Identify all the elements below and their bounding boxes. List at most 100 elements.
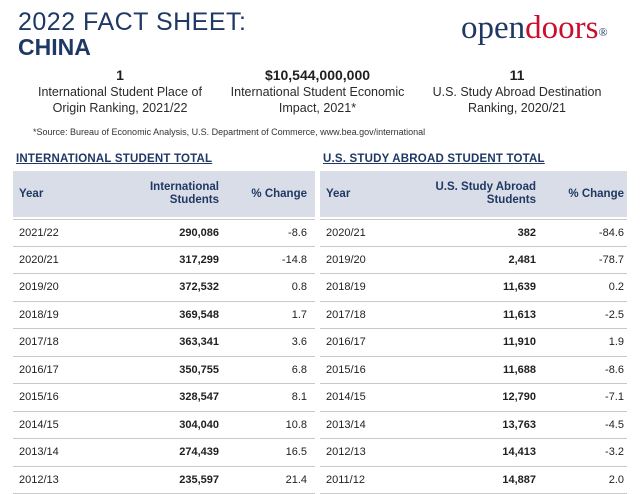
- header-change: % Change: [536, 188, 624, 200]
- cell-count: 11,688: [396, 364, 536, 376]
- stat-origin-ranking: 1 International Student Place of Origin …: [20, 67, 220, 116]
- cell-count: 372,532: [109, 281, 219, 293]
- cell-change: 2.0: [536, 474, 624, 486]
- cell-year: 2012/13: [320, 446, 396, 458]
- cell-count: 14,413: [396, 446, 536, 458]
- cell-change: -8.6: [219, 227, 307, 239]
- cell-change: -8.6: [536, 364, 624, 376]
- cell-year: 2013/14: [13, 446, 109, 458]
- cell-change: -7.1: [536, 391, 624, 403]
- cell-count: 317,299: [109, 254, 219, 266]
- section-title: INTERNATIONAL STUDENT TOTAL: [13, 153, 315, 171]
- cell-count: 11,639: [396, 281, 536, 293]
- header-year: Year: [13, 188, 109, 200]
- cell-count: 304,040: [109, 419, 219, 431]
- cell-change: -78.7: [536, 254, 624, 266]
- cell-change: -2.5: [536, 309, 624, 321]
- stat-value: $10,544,000,000: [215, 67, 420, 83]
- registered-mark: ®: [599, 25, 608, 39]
- cell-count: 14,887: [396, 474, 536, 486]
- header-year: Year: [320, 188, 396, 200]
- cell-count: 11,910: [396, 336, 536, 348]
- cell-change: 6.8: [219, 364, 307, 376]
- study-abroad-table: U.S. STUDY ABROAD STUDENT TOTAL Year U.S…: [320, 153, 627, 494]
- cell-change: 0.8: [219, 281, 307, 293]
- cell-change: 1.7: [219, 309, 307, 321]
- stat-destination-ranking: 11 U.S. Study Abroad Destination Ranking…: [422, 67, 612, 116]
- stat-value: 11: [422, 67, 612, 83]
- cell-count: 13,763: [396, 419, 536, 431]
- cell-change: 1.9: [536, 336, 624, 348]
- cell-change: 0.2: [536, 281, 624, 293]
- header-change: % Change: [219, 188, 307, 200]
- stat-economic-impact: $10,544,000,000 International Student Ec…: [215, 67, 420, 116]
- cell-change: 10.8: [219, 419, 307, 431]
- logo-text-open: open: [461, 10, 525, 46]
- cell-year: 2020/21: [13, 254, 109, 266]
- header-count: U.S. Study Abroad Students: [396, 181, 536, 207]
- header-count: International Students: [109, 181, 219, 207]
- cell-year: 2019/20: [13, 281, 109, 293]
- cell-year: 2012/13: [13, 474, 109, 486]
- cell-year: 2018/19: [13, 309, 109, 321]
- cell-change: 8.1: [219, 391, 307, 403]
- cell-count: 2,481: [396, 254, 536, 266]
- cell-change: 21.4: [219, 474, 307, 486]
- stat-label: International Student Economic Impact, 2…: [215, 84, 420, 116]
- cell-year: 2020/21: [320, 227, 396, 239]
- cell-year: 2016/17: [13, 364, 109, 376]
- cell-count: 363,341: [109, 336, 219, 348]
- source-footnote: *Source: Bureau of Economic Analysis, U.…: [33, 127, 425, 137]
- cell-year: 2011/12: [320, 474, 396, 486]
- page-title: 2022 FACT SHEET:: [18, 8, 246, 37]
- cell-count: 274,439: [109, 446, 219, 458]
- cell-year: 2014/15: [320, 391, 396, 403]
- cell-change: -3.2: [536, 446, 624, 458]
- cell-count: 350,755: [109, 364, 219, 376]
- section-title: U.S. STUDY ABROAD STUDENT TOTAL: [320, 153, 627, 171]
- cell-year: 2016/17: [320, 336, 396, 348]
- cell-count: 235,597: [109, 474, 219, 486]
- cell-year: 2017/18: [13, 336, 109, 348]
- table-header: Year International Students % Change: [13, 171, 315, 217]
- logo-text-doors: doors: [525, 10, 598, 46]
- cell-change: 3.6: [219, 336, 307, 348]
- opendoors-logo: opendoors®: [461, 8, 608, 48]
- cell-year: 2018/19: [320, 281, 396, 293]
- cell-count: 290,086: [109, 227, 219, 239]
- cell-count: 369,548: [109, 309, 219, 321]
- cell-change: 16.5: [219, 446, 307, 458]
- stat-value: 1: [20, 67, 220, 83]
- cell-year: 2015/16: [320, 364, 396, 376]
- cell-count: 328,547: [109, 391, 219, 403]
- cell-year: 2014/15: [13, 419, 109, 431]
- stat-label: U.S. Study Abroad Destination Ranking, 2…: [422, 84, 612, 116]
- cell-change: -4.5: [536, 419, 624, 431]
- page-subtitle-country: CHINA: [18, 34, 91, 61]
- cell-year: 2021/22: [13, 227, 109, 239]
- cell-change: -14.8: [219, 254, 307, 266]
- cell-year: 2017/18: [320, 309, 396, 321]
